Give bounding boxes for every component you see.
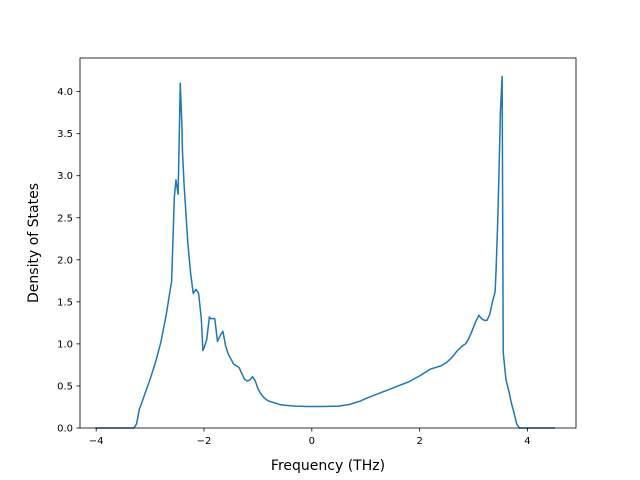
y-tick-label: 1.0 [57, 339, 73, 350]
plot-frame [79, 57, 577, 429]
y-tick-label: 2.5 [57, 213, 73, 224]
x-tick-label: 2 [416, 436, 422, 447]
y-tick-label: 3.5 [57, 129, 73, 140]
x-tick-label: −2 [197, 436, 212, 447]
x-axis-label: Frequency (THz) [271, 458, 385, 474]
y-tick-label: 0.0 [57, 424, 73, 435]
y-tick-label: 3.0 [57, 171, 73, 182]
y-tick-label: 4.0 [57, 87, 73, 98]
x-tick-label: 0 [309, 436, 315, 447]
x-tick-label: 4 [524, 436, 530, 447]
x-axis: −4 −2 0 2 4 [89, 428, 531, 447]
y-axis-label: Density of States [26, 183, 42, 303]
y-tick-label: 0.5 [57, 381, 73, 392]
y-tick-label: 1.5 [57, 297, 73, 308]
x-tick-label: −4 [89, 436, 104, 447]
y-tick-label: 2.0 [57, 255, 73, 266]
series-line-0 [95, 75, 556, 429]
y-axis: 0.0 0.5 1.0 1.5 2.0 2.5 3.0 3.5 4.0 [57, 87, 80, 435]
plot-area [79, 57, 577, 429]
